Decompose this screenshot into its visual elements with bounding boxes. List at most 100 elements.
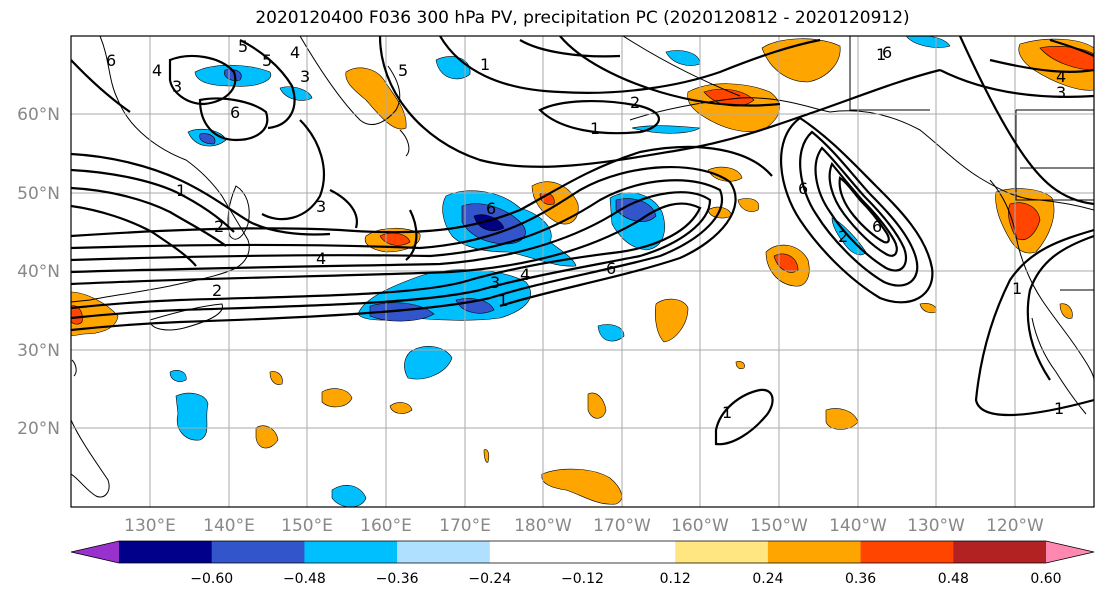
lon-label: 140°W [829,516,887,536]
lon-label: 170°E [439,516,491,536]
pos-anomaly [737,198,760,212]
colorbar-label: 0.48 [938,571,969,587]
pos-anomaly [389,402,413,414]
pos-anomaly [255,425,279,449]
lon-label: 130°W [907,516,965,536]
colorbar-segment [860,541,954,563]
coastlines [71,36,1094,498]
pos-anomaly [654,298,689,343]
contour-label: 1 [722,403,732,422]
contour-label: 4 [316,249,326,268]
contour-label: 4 [290,43,300,62]
pos-anomaly [269,371,283,385]
lat-label: 30°N [17,341,60,361]
colorbar-segment [211,541,305,563]
neg-anomaly [199,133,216,145]
contour-label: 2 [214,217,224,236]
colorbar: −0.60 −0.48 −0.36 −0.24 −0.12 0.12 0.24 0.36 0.4… [70,540,1095,587]
map-frame [70,35,1095,508]
colorbar-outline [70,540,1095,564]
contour-label: 4 [520,265,530,284]
contour-label: 1 [876,45,886,64]
contour-label: 1 [1054,399,1064,418]
colorbar-segment [489,541,583,563]
contour-label: 6 [872,217,882,236]
longitude-labels: 130°E 140°E 150°E 160°E 170°E 180°W 170°… [124,516,1044,536]
contour-label: 3 [1056,83,1066,102]
colorbar-segment [675,541,769,563]
neg-anomaly [473,214,505,231]
colorbar-label: 0.36 [845,571,876,587]
contour-label: 6 [106,51,116,70]
map-title: 2020120400 F036 300 hPa PV, precipitatio… [255,8,910,28]
map-area: 6 4 3 5 6 5 4 1 2 1 5 1 6 1 3 2 3 6 4 4 … [71,36,1094,507]
neg-anomaly [597,324,625,342]
lon-label: 160°E [360,516,412,536]
contour-label: 1 [176,181,186,200]
colorbar-segment [119,541,213,563]
neg-anomaly [905,36,951,48]
lon-label: 150°E [281,516,333,536]
lon-label: 150°W [750,516,808,536]
colorbar-label: −0.36 [376,571,419,587]
contour-label: 4 [152,61,162,80]
colorbar-label: 0.12 [660,571,691,587]
gridlines [71,36,1094,507]
contour-label: 1 [480,55,490,74]
lon-label: 130°E [124,516,176,536]
lon-label: 180°W [514,516,572,536]
contour-label: 1 [1012,279,1022,298]
contour-label: 3 [300,67,310,86]
pos-anomaly [531,181,579,225]
contour-label: 6 [882,43,892,62]
lon-label: 170°W [593,516,651,536]
pos-anomaly [541,468,622,505]
contour-label: 1 [498,291,508,310]
contour-label: 6 [798,179,808,198]
pos-anomaly [703,88,755,107]
contour-label: 3 [490,273,500,292]
lat-label: 50°N [17,184,60,204]
contour-label: 2 [630,93,640,112]
pv-contours [71,36,1094,446]
contour-label: 6 [486,199,496,218]
lon-label: 140°E [203,516,255,536]
colorbar-segment [304,541,398,563]
contour-label: 5 [262,51,272,70]
lon-label: 120°W [986,516,1044,536]
contour-labels: 6 4 3 5 6 5 4 1 2 1 5 1 6 1 3 2 3 6 4 4 … [106,37,1066,422]
lon-label: 160°W [671,516,729,536]
colorbar-label: 0.60 [1030,571,1061,587]
colorbar-label: −0.60 [190,571,233,587]
neg-anomaly [331,485,367,507]
contour-label: 4 [1056,67,1066,86]
lat-label: 40°N [17,262,60,282]
lat-label: 20°N [17,419,60,439]
colorbar-extend-low [71,541,119,563]
colorbar-label: −0.24 [468,571,511,587]
contour-label: 2 [838,227,848,246]
contour-label: 5 [238,37,248,56]
neg-anomaly [169,370,187,382]
contour-label: 2 [212,281,222,300]
pos-anomaly [735,361,745,370]
contour-label: 3 [172,77,182,96]
colorbar-segment [767,541,862,563]
colorbar-segment [953,541,1047,563]
pos-anomaly [1059,303,1073,319]
neg-anomaly [404,346,453,380]
colorbar-label: −0.48 [283,571,326,587]
pos-anomaly [707,166,743,182]
contour-label: 3 [316,197,326,216]
colorbar-label: −0.12 [561,571,604,587]
pos-anomaly [587,392,607,419]
contour-label: 5 [398,61,408,80]
colorbar-segment [582,541,676,563]
pos-anomaly [483,449,490,463]
colorbar-extend-high [1046,541,1094,563]
colorbar-label: 0.24 [752,571,783,587]
pos-anomaly [1008,202,1041,240]
contour-label: 6 [606,259,616,278]
colorbar-segment [397,541,491,563]
